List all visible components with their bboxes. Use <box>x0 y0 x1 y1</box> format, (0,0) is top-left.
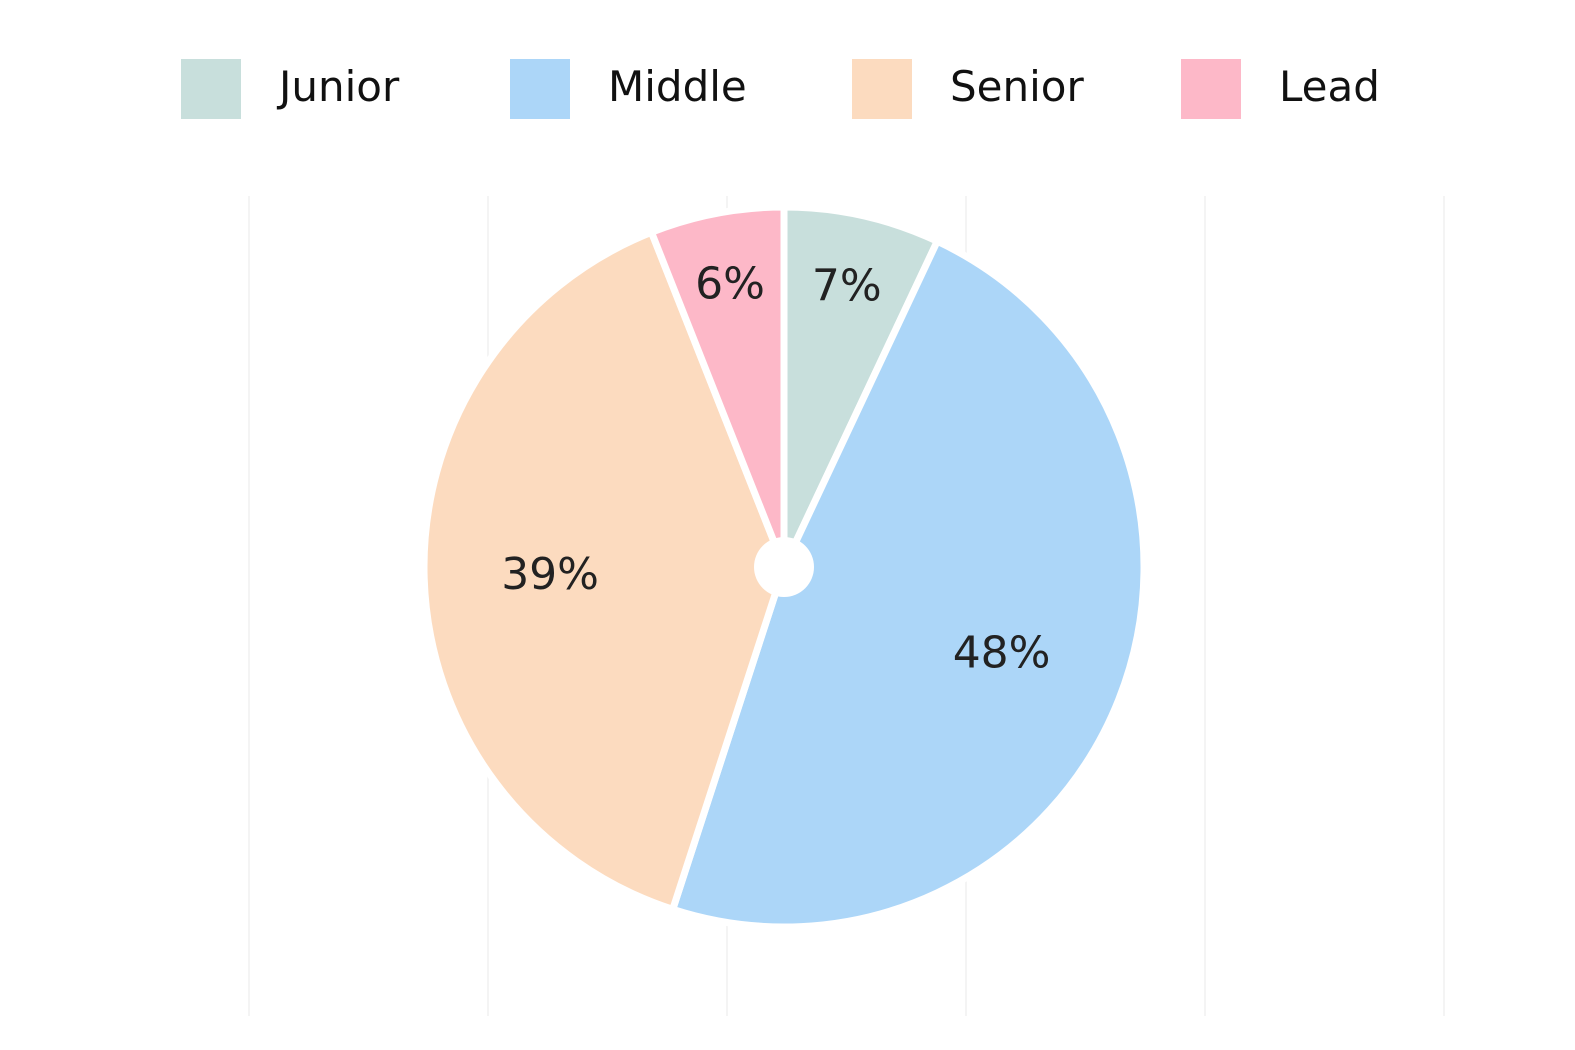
legend-swatch-middle <box>510 59 570 119</box>
pie-slices <box>420 203 1148 931</box>
legend: Junior Middle Senior Lead <box>0 58 1575 122</box>
pie-slice-senior <box>420 228 788 913</box>
legend-label-middle: Middle <box>608 62 747 111</box>
legend-label-lead: Lead <box>1279 62 1380 111</box>
legend-swatch-lead <box>1181 59 1241 119</box>
legend-label-junior: Junior <box>279 62 400 111</box>
slice-label-senior: 39% <box>501 549 599 600</box>
pie-slice-junior <box>780 203 941 571</box>
pie-slice-middle <box>669 237 1148 931</box>
slice-label-junior: 7% <box>812 260 882 311</box>
pie-center-hole <box>754 537 814 597</box>
legend-swatch-junior <box>181 59 241 119</box>
slice-labels: 7% 48% 39% 6% <box>501 259 1050 679</box>
slice-label-middle: 48% <box>953 628 1051 679</box>
legend-label-senior: Senior <box>950 62 1084 111</box>
pie-slice-lead <box>647 203 788 571</box>
legend-swatch-senior <box>852 59 912 119</box>
slice-label-lead: 6% <box>695 259 765 310</box>
